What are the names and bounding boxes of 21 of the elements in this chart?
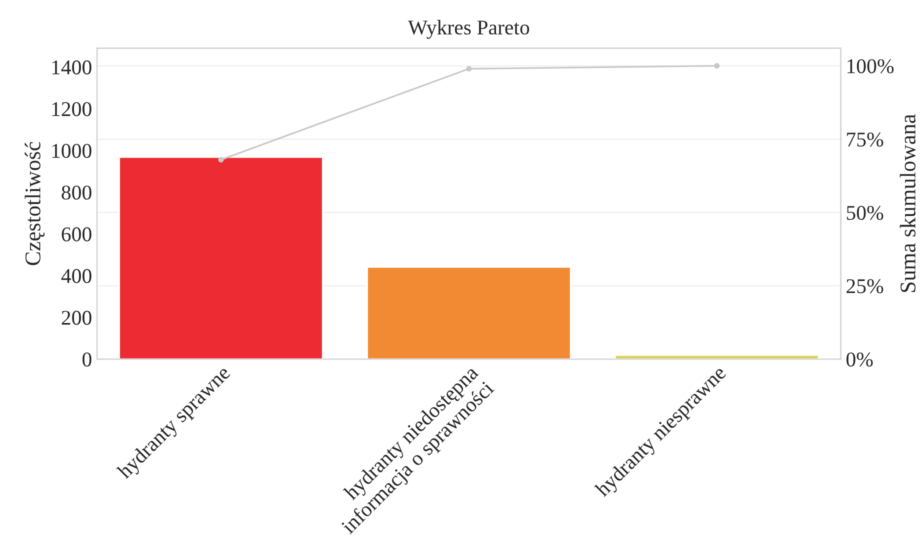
y2-axis-title: Suma skumulowana: [900, 114, 916, 292]
y-tick-label: 1000: [52, 144, 92, 158]
y-tick-label: 200: [62, 310, 92, 325]
point: [218, 156, 224, 162]
y2-tick-label: 100%: [848, 59, 894, 74]
y-tick-label: 1200: [52, 102, 92, 116]
point: [466, 66, 472, 72]
y2-tick-label: 0%: [846, 352, 873, 367]
bar: [366, 266, 572, 360]
y-tick-label: 800: [62, 186, 92, 200]
y2-tick-label: 50%: [846, 206, 884, 220]
y-tick-label: 0: [82, 352, 92, 367]
chart-title: Wykres Pareto: [408, 20, 530, 39]
y-tick-label: 1400: [52, 60, 92, 74]
y2-tick-label: 25%: [846, 279, 884, 294]
y-tick-label: 400: [61, 269, 92, 284]
y-axis-title: Częstotliwość: [24, 142, 45, 266]
point: [714, 63, 720, 69]
y-tick-label: 600: [62, 227, 92, 242]
bar: [118, 156, 324, 360]
y2-tick-label: 75%: [847, 132, 884, 147]
